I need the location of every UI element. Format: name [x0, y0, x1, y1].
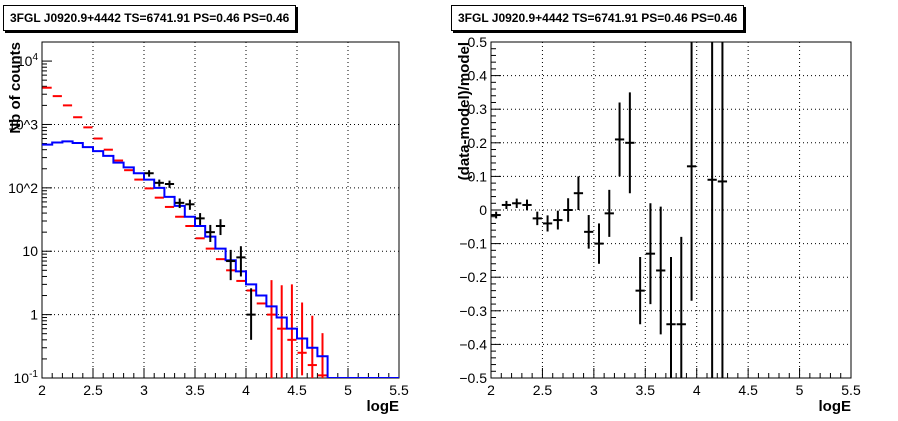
series-3-point	[205, 224, 215, 242]
left-chart-title: 3FGL J0920.9+4442 TS=6741.91 PS=0.46 PS=…	[3, 5, 297, 31]
x-tick-label: 4.5	[738, 382, 758, 398]
data-layer	[491, 42, 728, 378]
series-1-point	[573, 176, 584, 210]
x-tick-label: 3.5	[185, 382, 205, 398]
y-tick-label: 10-1	[14, 369, 39, 386]
series-1-point	[645, 203, 656, 305]
series-1-point	[542, 215, 553, 232]
series-1-point	[635, 257, 645, 325]
x-tick-label: 2.5	[533, 382, 553, 398]
series-3-point	[185, 199, 195, 210]
x-tick-label: 2	[38, 382, 46, 398]
x-tick-label: 3	[590, 382, 598, 398]
series-1-point	[604, 189, 614, 237]
series-1-point	[584, 215, 594, 249]
series-3-point	[226, 249, 236, 281]
y-tick-label: 0.4	[468, 68, 488, 84]
series-1-point	[491, 211, 501, 219]
x-tick-label: 5.5	[389, 382, 409, 398]
x-tick-label: 5	[796, 382, 804, 398]
series-3-point	[246, 288, 256, 340]
x-tick-label: 2	[487, 382, 495, 398]
x-tick-label: 3	[140, 382, 148, 398]
series-1-point	[287, 284, 297, 378]
x-tick-label: 5.5	[841, 382, 861, 398]
y-axis-label: Nb of counts	[7, 42, 24, 134]
y-tick-label: −0.3	[459, 303, 487, 319]
series-1-point	[277, 285, 287, 378]
x-axis-label: logE	[367, 398, 400, 415]
series-1-point	[563, 198, 573, 222]
series-3-point	[236, 246, 246, 277]
right-chart-title: 3FGL J0920.9+4442 TS=6741.91 PS=0.46 PS=…	[451, 5, 745, 31]
series-1-point	[532, 211, 542, 226]
y-tick-label: 10	[22, 243, 38, 259]
series-3-point	[215, 219, 226, 236]
plot-frame	[41, 41, 400, 379]
series-1-point	[686, 42, 697, 301]
series-3-point	[154, 179, 164, 187]
series-1-point	[594, 223, 604, 264]
x-tick-label: 4	[242, 382, 250, 398]
series-1-point	[717, 42, 728, 378]
y-tick-label: 1	[30, 307, 38, 323]
series-3-point	[164, 180, 175, 188]
series-1-point	[522, 199, 532, 211]
y-tick-label: 0	[479, 202, 487, 218]
y-tick-label: −0.5	[459, 370, 487, 386]
x-tick-label: 2.5	[83, 382, 103, 398]
series-1-point	[266, 280, 277, 378]
y-tick-label: 0.1	[468, 168, 488, 184]
x-tick-label: 4.5	[287, 382, 307, 398]
y-tick-label: 0.2	[468, 135, 488, 151]
x-tick-label: 4	[693, 382, 701, 398]
series-3-point	[195, 213, 205, 225]
series-1-point	[707, 42, 717, 378]
series-1-point	[553, 210, 563, 230]
model-step-line	[42, 140, 399, 378]
series-1-point	[614, 102, 625, 177]
x-tick-label: 5	[344, 382, 352, 398]
x-axis-label: logE	[819, 398, 852, 415]
series-1-point	[501, 200, 512, 209]
series-1-point	[656, 206, 666, 335]
y-tick-label: 10^3	[8, 116, 38, 132]
y-axis-label: (data-model)/model	[456, 42, 473, 180]
data-layer	[42, 86, 399, 378]
y-tick-label: 104	[17, 52, 39, 69]
y-tick-label: 10^2	[8, 180, 38, 196]
series-1-point	[676, 236, 686, 378]
series-3-point	[144, 170, 154, 177]
y-tick-label: −0.1	[459, 236, 487, 252]
series-1-point	[666, 257, 676, 378]
series-3-point	[175, 198, 185, 209]
y-tick-label: −0.4	[459, 336, 487, 352]
y-tick-label: 0.3	[468, 101, 488, 117]
x-tick-label: 3.5	[636, 382, 656, 398]
y-tick-label: 0.5	[468, 34, 488, 50]
y-tick-label: −0.2	[459, 269, 487, 285]
series-1-point	[625, 92, 635, 194]
series-1-point	[512, 198, 522, 208]
